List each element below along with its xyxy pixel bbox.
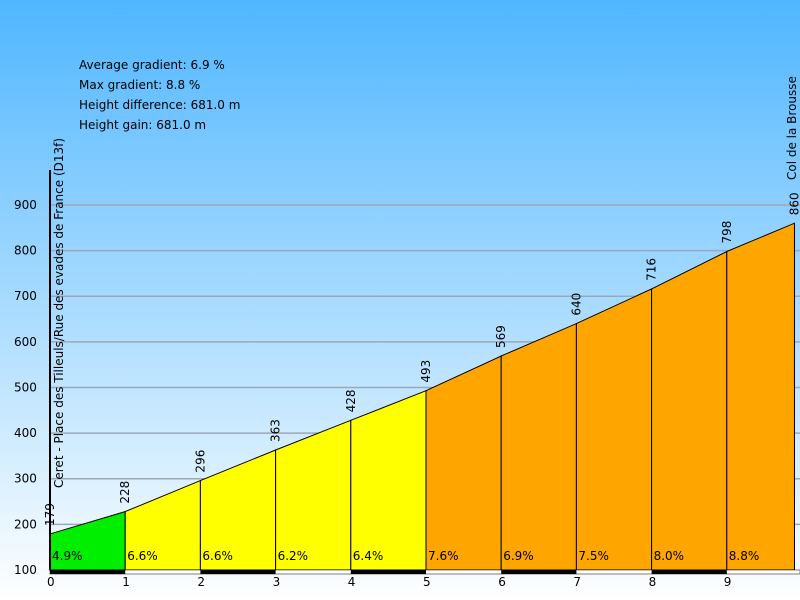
- segment-gradient-label: 4.9%: [52, 549, 83, 563]
- x-tick-label: 9: [724, 575, 732, 589]
- elevation-label: 228: [118, 481, 132, 504]
- start-location-label: Ceret - Place des Tilleuls/Rue des evade…: [52, 138, 66, 488]
- y-tick-label: 500: [14, 380, 37, 394]
- x-tick-label: 8: [649, 575, 657, 589]
- x-tick-label: 7: [573, 575, 581, 589]
- x-axis-km-block: [50, 570, 126, 574]
- x-tick-label: 6: [498, 575, 506, 589]
- x-axis-km-block: [200, 570, 276, 574]
- profile-segments: 4.9% 6.6% 6.6% 6.2% 6.4% 7.6% 6.9% 7.5% 8.0% 8.8%: [49, 222, 795, 571]
- elevation-label: 493: [419, 360, 433, 383]
- max-gradient: Max gradient: 8.8 %: [79, 78, 200, 92]
- elevation-label: 296: [193, 450, 207, 473]
- elevation-label: 716: [645, 258, 659, 281]
- segment-9: [726, 222, 795, 571]
- segment-8: [651, 250, 728, 571]
- x-tick-label: 5: [423, 575, 431, 589]
- y-tick-label: 700: [14, 289, 37, 303]
- x-tick-label: 4: [348, 575, 356, 589]
- elevation-labels: 179 228 296 363 428 493 569 640 716 798 860: [43, 192, 800, 526]
- end-location-label: Col de la Brousse: [785, 76, 799, 180]
- segment-gradient-label: 7.6%: [428, 549, 459, 563]
- segment-5: [425, 355, 502, 571]
- y-tick-label: 900: [14, 198, 37, 212]
- segment-6: [500, 322, 577, 571]
- elevation-label: 640: [569, 293, 583, 316]
- x-tick-label: 1: [122, 575, 130, 589]
- segment-gradient-label: 6.2%: [278, 549, 309, 563]
- segment-4: [350, 389, 427, 571]
- segment-gradient-label: 6.6%: [127, 549, 158, 563]
- x-tick-label: 2: [197, 575, 205, 589]
- y-tick-label: 600: [14, 335, 37, 349]
- segment-7: [575, 288, 653, 571]
- y-tick-label: 300: [14, 472, 37, 486]
- x-axis-km-block: [501, 570, 577, 574]
- x-axis-km-block: [350, 570, 426, 574]
- segment-gradient-label: 7.5%: [578, 549, 609, 563]
- segment-gradient-label: 6.4%: [353, 549, 384, 563]
- elevation-label: 179: [43, 503, 57, 526]
- elevation-label: 860: [787, 192, 800, 215]
- elevation-label: 428: [344, 389, 358, 412]
- height-difference: Height difference: 681.0 m: [79, 98, 240, 112]
- elevation-label: 569: [494, 325, 508, 348]
- segment-gradient-label: 8.0%: [654, 549, 685, 563]
- average-gradient: Average gradient: 6.9 %: [79, 58, 225, 72]
- y-tick-label: 400: [14, 426, 37, 440]
- y-tick-label: 200: [14, 517, 37, 531]
- segment-gradient-label: 6.6%: [202, 549, 233, 563]
- segment-gradient-label: 8.8%: [729, 549, 760, 563]
- elevation-label: 363: [269, 419, 283, 442]
- y-tick-label: 800: [14, 244, 37, 258]
- stats-panel: Average gradient: 6.9 % Max gradient: 8.…: [79, 58, 240, 132]
- elevation-label: 798: [720, 221, 734, 244]
- segment-gradient-label: 6.9%: [503, 549, 534, 563]
- tick-labels: 100 200 300 400 500 600 700 800 900 0 1 2 3 4 5 6 7 8 9: [14, 198, 731, 589]
- x-axis-km-block: [651, 570, 727, 574]
- y-tick-label: 100: [14, 563, 37, 577]
- x-tick-label: 3: [273, 575, 281, 589]
- height-gain: Height gain: 681.0 m: [79, 118, 206, 132]
- x-tick-label: 0: [47, 575, 55, 589]
- axes: [49, 169, 800, 575]
